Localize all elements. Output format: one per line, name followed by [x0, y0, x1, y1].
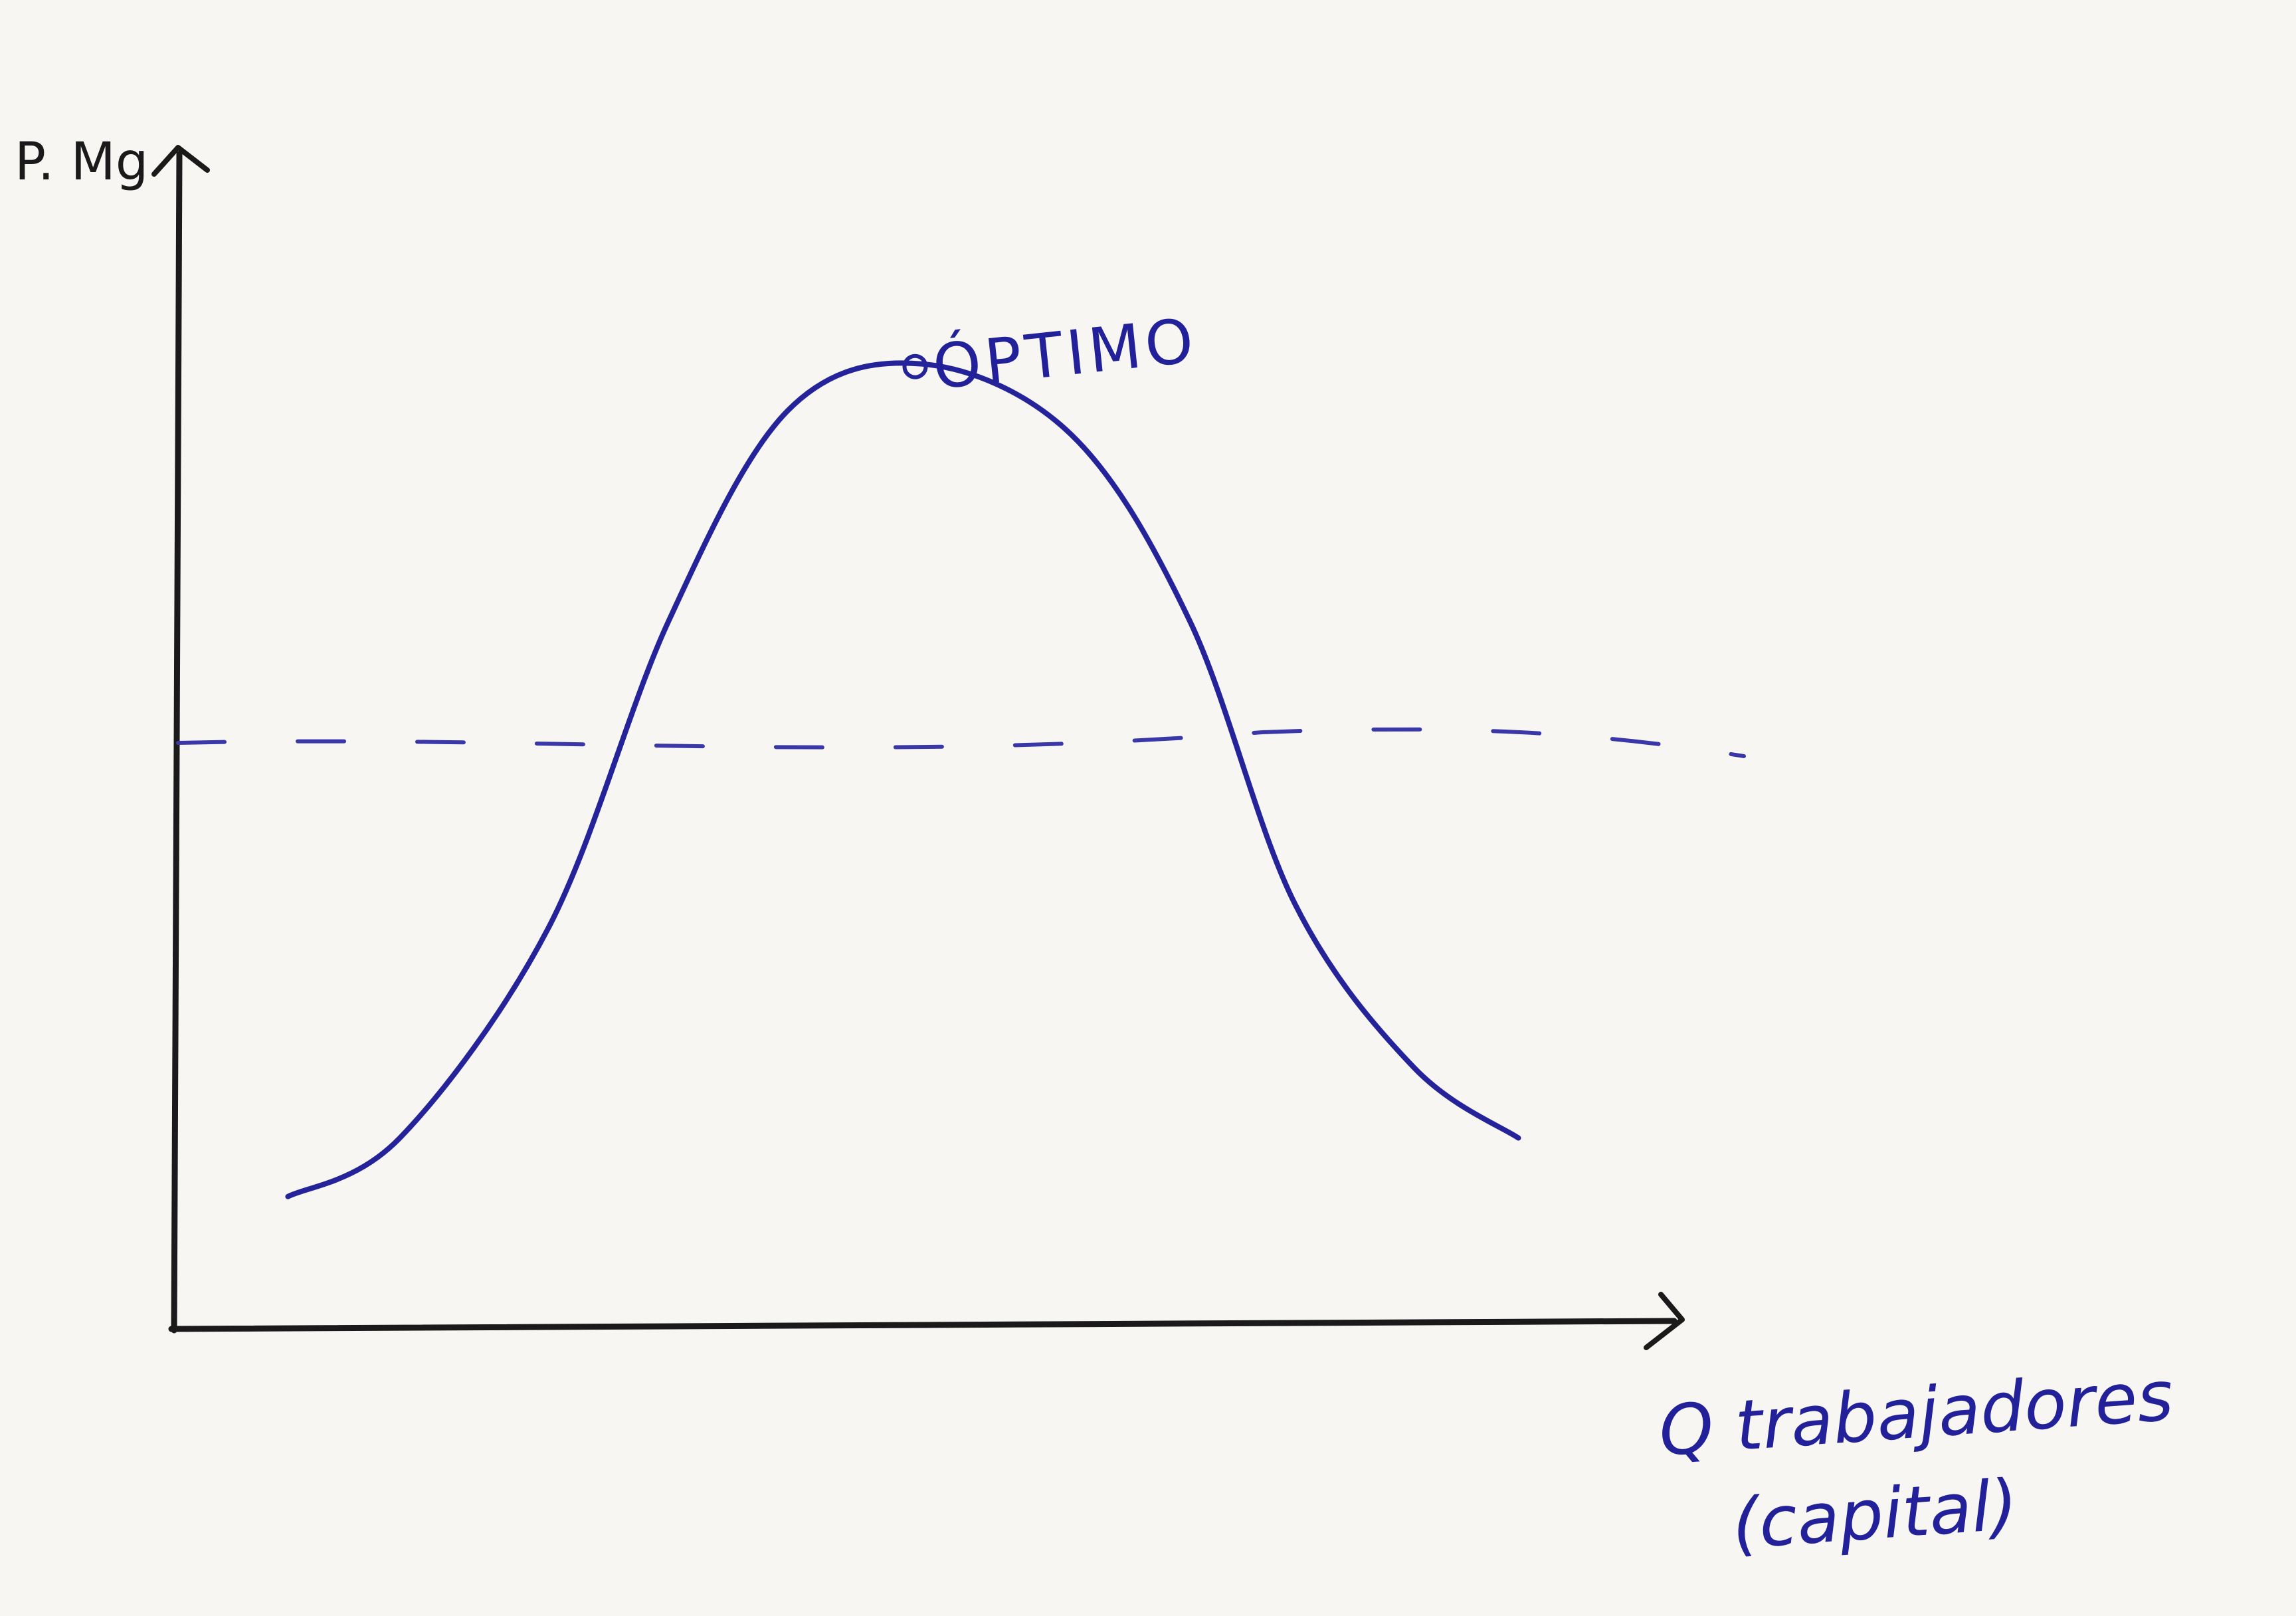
- optimum-annotation-label: ÓPTIMO: [929, 304, 1200, 403]
- dashed-reference-line: [176, 727, 1746, 758]
- optimum-point-marker: [902, 354, 928, 379]
- y-axis-label: P. Mg: [15, 132, 148, 192]
- x-axis-arrowhead: [1644, 1292, 1685, 1350]
- x-axis-label-line1: Q trabajadores: [1656, 1355, 2176, 1472]
- x-axis-label-line2: (capital): [1729, 1464, 2020, 1565]
- marginal-product-curve: [285, 360, 1521, 1199]
- y-axis-arrowhead: [151, 145, 210, 177]
- x-axis: [168, 1318, 1677, 1332]
